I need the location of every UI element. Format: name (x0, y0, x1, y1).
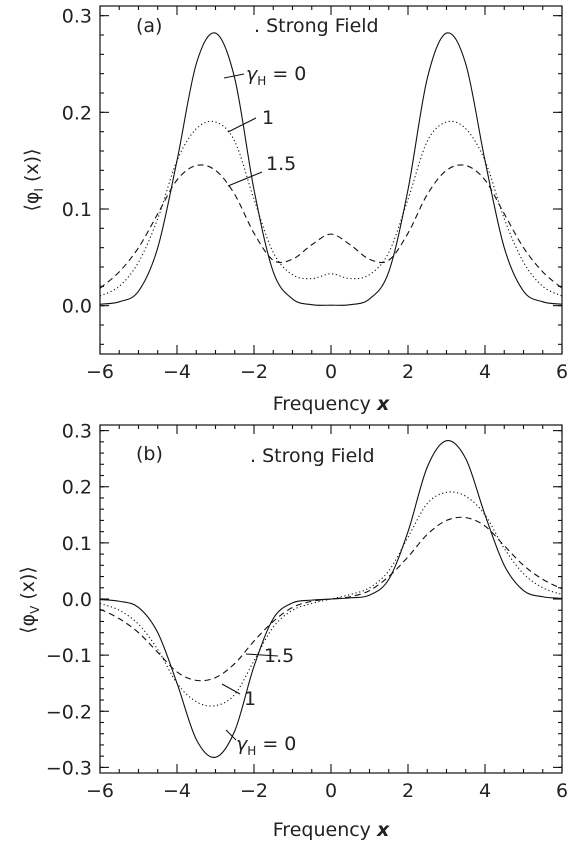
panel-b-annotation-gamma0-tail: = 0 (256, 733, 296, 755)
panel-a-annotation-15: 1.5 (266, 153, 296, 175)
panel-b-annotation-gamma0-symbol: γ (236, 733, 249, 755)
panel-a-xtick-label: 0 (325, 361, 337, 383)
panel-b-ylabel: ⟨φV (x)⟩ (17, 566, 42, 634)
panel-b-annotation-1: 1 (244, 688, 256, 710)
panel-b-series-dotted-line (99, 491, 563, 707)
panel-b-curves (99, 440, 563, 758)
panel-b-annotation-gamma0: γH = 0 (236, 733, 296, 758)
panel-a-ticks: −6 −4 −2 0 2 4 6 0.0 0.1 0.2 0.3 (62, 6, 567, 383)
panel-a-subtitle: . Strong Field (254, 15, 379, 37)
panel-a-annotation-gamma0-leader (223, 73, 245, 79)
panel-a-curves (99, 32, 563, 306)
panel-a-annotation-gamma0-sub: H (257, 74, 266, 88)
panel-a-xtick-label: 6 (556, 361, 567, 383)
panel-b-ytick-label: 0.3 (62, 421, 92, 443)
panel-b-annotation-gamma0-sub: H (247, 744, 256, 758)
panel-a-frame (99, 5, 563, 355)
panel-b-xlabel-var: x (376, 819, 390, 841)
panel-b: −6 −4 −2 0 2 4 6 −0.3 −0.2 −0.1 0.0 0.1 0.2 0.3 (b) .… (17, 421, 567, 841)
panel-a-annotation-gamma0-tail: = 0 (266, 63, 306, 85)
panel-b-series-dashed-line (99, 516, 563, 682)
panel-a-series-solid-line (99, 32, 563, 306)
panel-b-ytick-label: 0.1 (62, 533, 92, 555)
panel-b-subtitle: . Strong Field (250, 445, 375, 467)
panel-a-xtick-label: 2 (402, 361, 414, 383)
panel-a-ylabel-sub: I (32, 188, 46, 192)
panel-b-ytick-label: 0.0 (62, 589, 92, 611)
panel-b-xtick-label: 6 (556, 780, 567, 802)
panel-a-annotation-gamma0-symbol: γ (246, 63, 259, 85)
panel-b-annotation-gamma0-leader (225, 729, 237, 741)
panel-a-ytick-label: 0.1 (62, 199, 92, 221)
panel-a-xlabel-var: x (376, 393, 390, 415)
panel-b-ytick-label: −0.2 (46, 701, 92, 723)
panel-a: −6 −4 −2 0 2 4 6 0.0 0.1 0.2 0.3 (a) . Strong Fiel… (21, 5, 567, 415)
panel-b-label: (b) (136, 443, 163, 465)
panel-a-ylabel: ⟨φI (x)⟩ (21, 148, 46, 211)
panel-a-annotation-gamma0: γH = 0 (246, 63, 306, 88)
panel-b-ylabel-tail: (x)⟩ (17, 566, 39, 606)
panel-b-ticks: −6 −4 −2 0 2 4 6 −0.3 −0.2 −0.1 0.0 0.1 0.2 0.3 (46, 421, 567, 802)
panel-b-xtick-label: −4 (163, 780, 191, 802)
panel-a-ytick-label: 0.2 (62, 102, 92, 124)
panel-b-xtick-label: 0 (325, 780, 337, 802)
panel-b-ytick-label: 0.2 (62, 477, 92, 499)
panel-b-xtick-label: −6 (86, 780, 114, 802)
panel-a-ylabel-text: ⟨φ (21, 192, 43, 212)
panel-b-ytick-label: −0.1 (46, 645, 92, 667)
panel-a-xtick-label: 4 (479, 361, 491, 383)
panel-a-ylabel-tail: (x)⟩ (21, 148, 43, 188)
panel-b-annotation-15-leader (245, 653, 279, 657)
panel-b-annotation-1-leader (221, 683, 241, 695)
panel-b-xtick-label: 4 (479, 780, 491, 802)
panel-b-xtick-label: −2 (240, 780, 268, 802)
panel-a-series-dotted-line (99, 120, 563, 297)
panel-a-xlabel-text: Frequency (273, 393, 377, 415)
panel-b-xlabel-text: Frequency (273, 819, 377, 841)
panel-a-annotation-1-leader (227, 117, 257, 133)
panel-b-ylabel-text: ⟨φ (17, 614, 39, 634)
panel-a-xlabel: Frequency x (273, 393, 390, 415)
panel-b-xtick-label: 2 (402, 780, 414, 802)
panel-b-ytick-label: −0.3 (46, 757, 92, 779)
panel-a-annotation-15-leader (227, 171, 263, 187)
panel-a-annotation-1: 1 (262, 107, 274, 129)
panel-b-annotation-15: 1.5 (264, 645, 294, 667)
panel-a-ytick-label: 0.3 (62, 6, 92, 28)
panel-a-series-dashed-line (99, 164, 563, 289)
panel-b-xlabel: Frequency x (273, 819, 390, 841)
panel-a-xtick-label: −2 (240, 361, 268, 383)
panel-a-label: (a) (136, 15, 162, 37)
panel-b-ylabel-sub: V (28, 605, 42, 614)
panel-a-xtick-label: −4 (163, 361, 191, 383)
panel-a-xtick-label: −6 (86, 361, 114, 383)
panel-a-ytick-label: 0.0 (62, 296, 92, 318)
